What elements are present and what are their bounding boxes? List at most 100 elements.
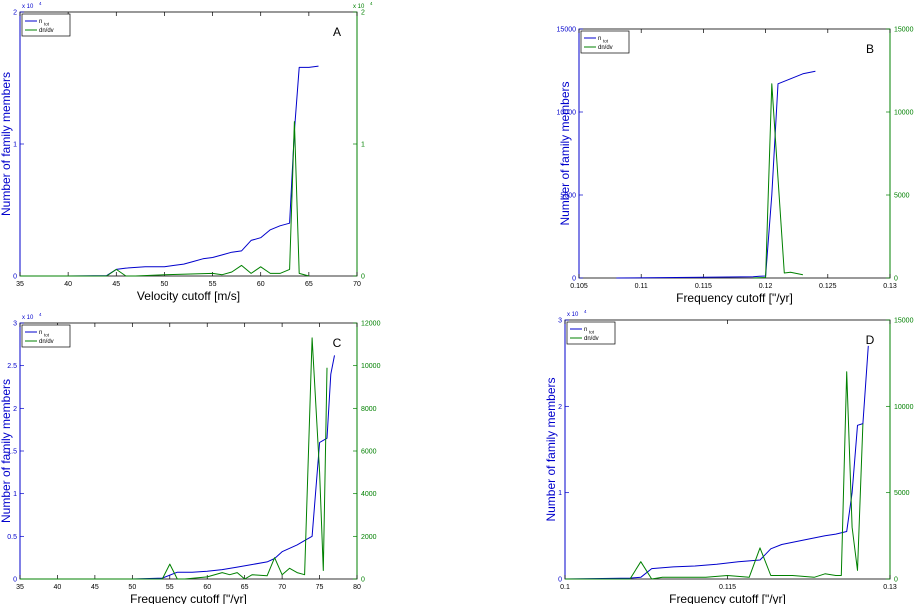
x-tick-label: 0.11 xyxy=(635,283,648,290)
series-line-n-tot xyxy=(20,65,319,277)
y-right-tick-label: 10000 xyxy=(894,110,914,117)
panel-label: A xyxy=(333,25,341,39)
legend-entry-label: n xyxy=(584,327,587,333)
y-left-tick-label: 1 xyxy=(13,491,17,498)
legend-entry-label: dn/dv xyxy=(584,336,599,342)
y-axis-label: Number of family members xyxy=(0,379,13,523)
y-left-tick-label: 1.5 xyxy=(7,449,17,456)
y-right-tick-label: 4000 xyxy=(361,491,377,498)
y-right-multiplier: x 10 xyxy=(353,4,365,10)
x-tick-label: 70 xyxy=(353,281,361,288)
x-axis-label: Velocity cutoff [m/s] xyxy=(137,289,240,303)
y-left-multiplier-exponent: 4 xyxy=(39,312,42,317)
legend-entry-label: dn/dv xyxy=(598,45,613,51)
x-tick-label: 45 xyxy=(91,584,99,591)
y-axis-label: Number of family members xyxy=(544,377,558,521)
y-left-tick-label: 2 xyxy=(558,404,562,411)
y-right-tick-label: 0 xyxy=(361,274,365,281)
y-left-tick-label: 3 xyxy=(13,321,17,328)
y-right-tick-label: 5000 xyxy=(894,193,910,200)
legend-entry-subscript: tot xyxy=(603,39,609,44)
y-right-tick-label: 8000 xyxy=(361,406,377,413)
y-right-tick-label: 0 xyxy=(361,577,365,584)
series-line-dn-dv xyxy=(565,371,864,580)
y-left-tick-label: 5000 xyxy=(560,193,576,200)
x-tick-label: 0.125 xyxy=(819,283,837,290)
panel-label: B xyxy=(866,42,874,56)
y-left-multiplier-exponent: 4 xyxy=(584,309,587,314)
x-tick-label: 0.105 xyxy=(570,283,588,290)
y-left-tick-label: 0 xyxy=(13,274,17,281)
series-line-dn-dv xyxy=(20,337,328,580)
series-line-dn-dv xyxy=(753,83,803,279)
x-tick-label: 60 xyxy=(203,584,211,591)
y-left-tick-label: 0 xyxy=(558,577,562,584)
x-axis-label: Frequency cutoff ["/yr] xyxy=(130,592,247,604)
x-tick-label: 50 xyxy=(128,584,136,591)
y-right-tick-label: 15000 xyxy=(894,27,914,34)
y-right-tick-label: 1 xyxy=(361,142,365,149)
y-right-tick-label: 5000 xyxy=(894,490,910,497)
legend-entry-subscript: tot xyxy=(589,330,595,335)
y-left-tick-label: 3 xyxy=(558,318,562,325)
y-axis-label: Number of family members xyxy=(558,81,572,225)
chart-panel-b: 0.105 0.11 0.115 0.12 0.125 0.130 5000 10000 150… xyxy=(557,27,914,306)
y-left-multiplier: x 10 xyxy=(22,315,34,321)
legend-entry-label: n xyxy=(39,330,42,336)
y-left-multiplier-exponent: 4 xyxy=(39,1,42,6)
x-tick-label: 65 xyxy=(305,281,313,288)
x-tick-label: 60 xyxy=(257,281,265,288)
y-left-tick-label: 2 xyxy=(13,406,17,413)
legend-entry-label: dn/dv xyxy=(39,339,54,345)
y-left-tick-label: 1 xyxy=(13,142,17,149)
x-tick-label: 70 xyxy=(278,584,286,591)
panel-label: C xyxy=(333,336,342,350)
x-tick-label: 0.115 xyxy=(719,584,736,591)
chart-panel-c: 35 40 45 50 55 60 65 70 75 8000.511.522.530200040… xyxy=(0,312,381,604)
x-tick-label: 0.13 xyxy=(883,283,897,290)
legend-entry-label: dn/dv xyxy=(39,28,54,34)
x-tick-label: 0.12 xyxy=(759,283,773,290)
x-tick-label: 40 xyxy=(64,281,72,288)
x-tick-label: 55 xyxy=(209,281,217,288)
x-tick-label: 45 xyxy=(112,281,120,288)
legend-entry-subscript: tot xyxy=(44,333,50,338)
x-tick-label: 50 xyxy=(161,281,169,288)
series-line-n-tot xyxy=(616,70,816,279)
y-right-tick-label: 0 xyxy=(894,276,898,283)
panel-label: D xyxy=(866,333,875,347)
y-axis-label: Number of family members xyxy=(0,72,13,216)
y-right-tick-label: 6000 xyxy=(361,449,377,456)
y-right-tick-label: 2000 xyxy=(361,534,377,541)
y-right-tick-label: 10000 xyxy=(361,363,381,370)
x-tick-label: 0.115 xyxy=(695,283,712,290)
x-tick-label: 80 xyxy=(353,584,361,591)
y-left-tick-label: 1 xyxy=(558,490,562,497)
y-left-tick-label: 2.5 xyxy=(7,363,17,370)
x-axis-label: Frequency cutoff ["/yr] xyxy=(669,592,786,604)
x-tick-label: 40 xyxy=(54,584,62,591)
y-right-tick-label: 15000 xyxy=(894,318,914,325)
series-line-dn-dv xyxy=(20,121,310,277)
x-tick-label: 0.13 xyxy=(883,584,897,591)
y-left-multiplier: x 10 xyxy=(22,4,34,10)
y-right-tick-label: 0 xyxy=(894,577,898,584)
legend-entry-subscript: tot xyxy=(44,22,50,27)
x-tick-label: 75 xyxy=(316,584,324,591)
y-left-tick-label: 15000 xyxy=(557,27,577,34)
y-right-tick-label: 12000 xyxy=(361,321,381,328)
x-tick-label: 35 xyxy=(16,584,24,591)
y-left-tick-label: 10000 xyxy=(557,110,577,117)
y-right-tick-label: 2 xyxy=(361,10,365,17)
y-left-tick-label: 0 xyxy=(13,577,17,584)
x-tick-label: 35 xyxy=(16,281,24,288)
y-left-tick-label: 2 xyxy=(13,10,17,17)
